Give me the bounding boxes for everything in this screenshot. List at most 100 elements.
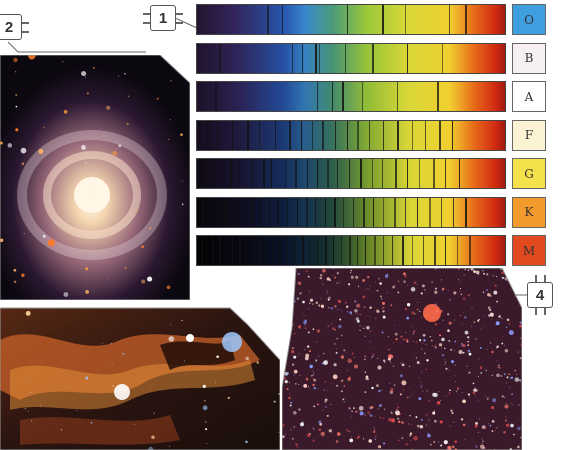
star-dot xyxy=(346,429,349,432)
star-dot xyxy=(345,351,347,353)
absorption-line xyxy=(449,5,450,34)
star-dot xyxy=(170,324,172,326)
absorption-line xyxy=(407,159,408,188)
star-dot xyxy=(63,292,69,297)
star-dot xyxy=(454,319,456,321)
star-dot xyxy=(336,348,337,349)
star-dot xyxy=(305,378,309,381)
star-dot xyxy=(15,105,18,108)
star-dot xyxy=(299,292,302,295)
star-dot xyxy=(460,418,464,421)
star-dot xyxy=(294,382,297,385)
star-dot xyxy=(133,423,136,425)
star-dot xyxy=(510,276,512,278)
absorption-line xyxy=(225,197,227,227)
star-dot xyxy=(282,424,285,427)
star-dot xyxy=(289,404,292,407)
star-dot xyxy=(480,444,485,449)
star-dot xyxy=(389,361,392,363)
star-dot xyxy=(445,395,447,397)
star-dot xyxy=(62,61,64,63)
star-dot xyxy=(382,417,385,420)
absorption-line xyxy=(372,43,374,73)
star-dot xyxy=(319,422,323,426)
star-dot xyxy=(358,405,364,411)
star-dot xyxy=(472,391,476,395)
star-dot xyxy=(282,292,286,296)
star-dot xyxy=(362,278,366,282)
star-dot xyxy=(322,410,324,411)
star-dot xyxy=(202,384,206,388)
star-dot xyxy=(349,271,352,274)
star-dot xyxy=(288,396,291,400)
star-dot xyxy=(356,303,361,308)
star-dot xyxy=(447,329,450,332)
star-dot xyxy=(90,422,93,424)
star-dot xyxy=(486,289,488,291)
absorption-line xyxy=(333,236,334,265)
star-dot xyxy=(308,350,311,353)
star-dot xyxy=(330,307,333,310)
star-dot xyxy=(337,309,339,311)
absorption-line xyxy=(357,236,358,265)
star-dot xyxy=(393,342,395,344)
star-dot xyxy=(380,295,382,298)
star-dot xyxy=(398,439,400,442)
star-dot xyxy=(13,280,17,284)
absorption-line xyxy=(382,5,384,34)
star-dot xyxy=(304,356,309,361)
star-dot xyxy=(323,360,328,365)
star-dot xyxy=(369,414,373,417)
star-dot xyxy=(492,398,497,403)
star-dot xyxy=(377,357,379,360)
star-dot xyxy=(519,321,522,324)
star-dot xyxy=(441,289,443,291)
absorption-line xyxy=(342,82,344,111)
star-dot xyxy=(122,352,125,355)
star-dot xyxy=(500,375,502,377)
star-dot xyxy=(468,352,472,356)
star-dot xyxy=(464,438,466,440)
star-dot xyxy=(216,305,218,307)
star-dot xyxy=(387,336,389,338)
star-dot xyxy=(406,396,409,399)
star-dot xyxy=(475,446,478,448)
star-dot xyxy=(299,374,301,377)
star-dot xyxy=(501,271,504,275)
star-dot xyxy=(357,435,360,439)
absorption-line xyxy=(287,236,288,265)
star-dot xyxy=(390,411,393,415)
star-dot xyxy=(490,406,495,410)
star-dot xyxy=(354,300,357,303)
star-dot xyxy=(320,304,324,308)
star-dot xyxy=(340,355,345,359)
star-dot xyxy=(384,408,386,410)
star-dot xyxy=(359,313,362,316)
absorption-line xyxy=(373,197,374,227)
absorption-line xyxy=(383,120,384,150)
absorption-line xyxy=(335,120,336,150)
star-dot xyxy=(482,291,485,293)
star-dot xyxy=(297,273,299,275)
star-dot xyxy=(420,385,423,388)
star-dot xyxy=(351,352,354,355)
star-dot xyxy=(514,377,520,382)
star-dot xyxy=(364,413,366,415)
star-dot xyxy=(397,417,400,420)
star-dot xyxy=(76,410,78,411)
star-dot xyxy=(504,349,509,353)
star-dot xyxy=(204,400,206,402)
absorption-line xyxy=(349,236,351,265)
star-dot xyxy=(450,360,455,364)
star-dot xyxy=(306,425,308,427)
star-dot xyxy=(462,297,466,300)
star-dot xyxy=(296,297,300,300)
absorption-line xyxy=(407,43,408,73)
star-dot xyxy=(510,402,512,404)
absorption-line xyxy=(439,120,441,150)
star-dot xyxy=(410,287,416,292)
star-dot xyxy=(434,290,438,294)
star-dot xyxy=(343,349,346,352)
star-dot xyxy=(292,410,297,415)
star-dot xyxy=(384,274,389,279)
